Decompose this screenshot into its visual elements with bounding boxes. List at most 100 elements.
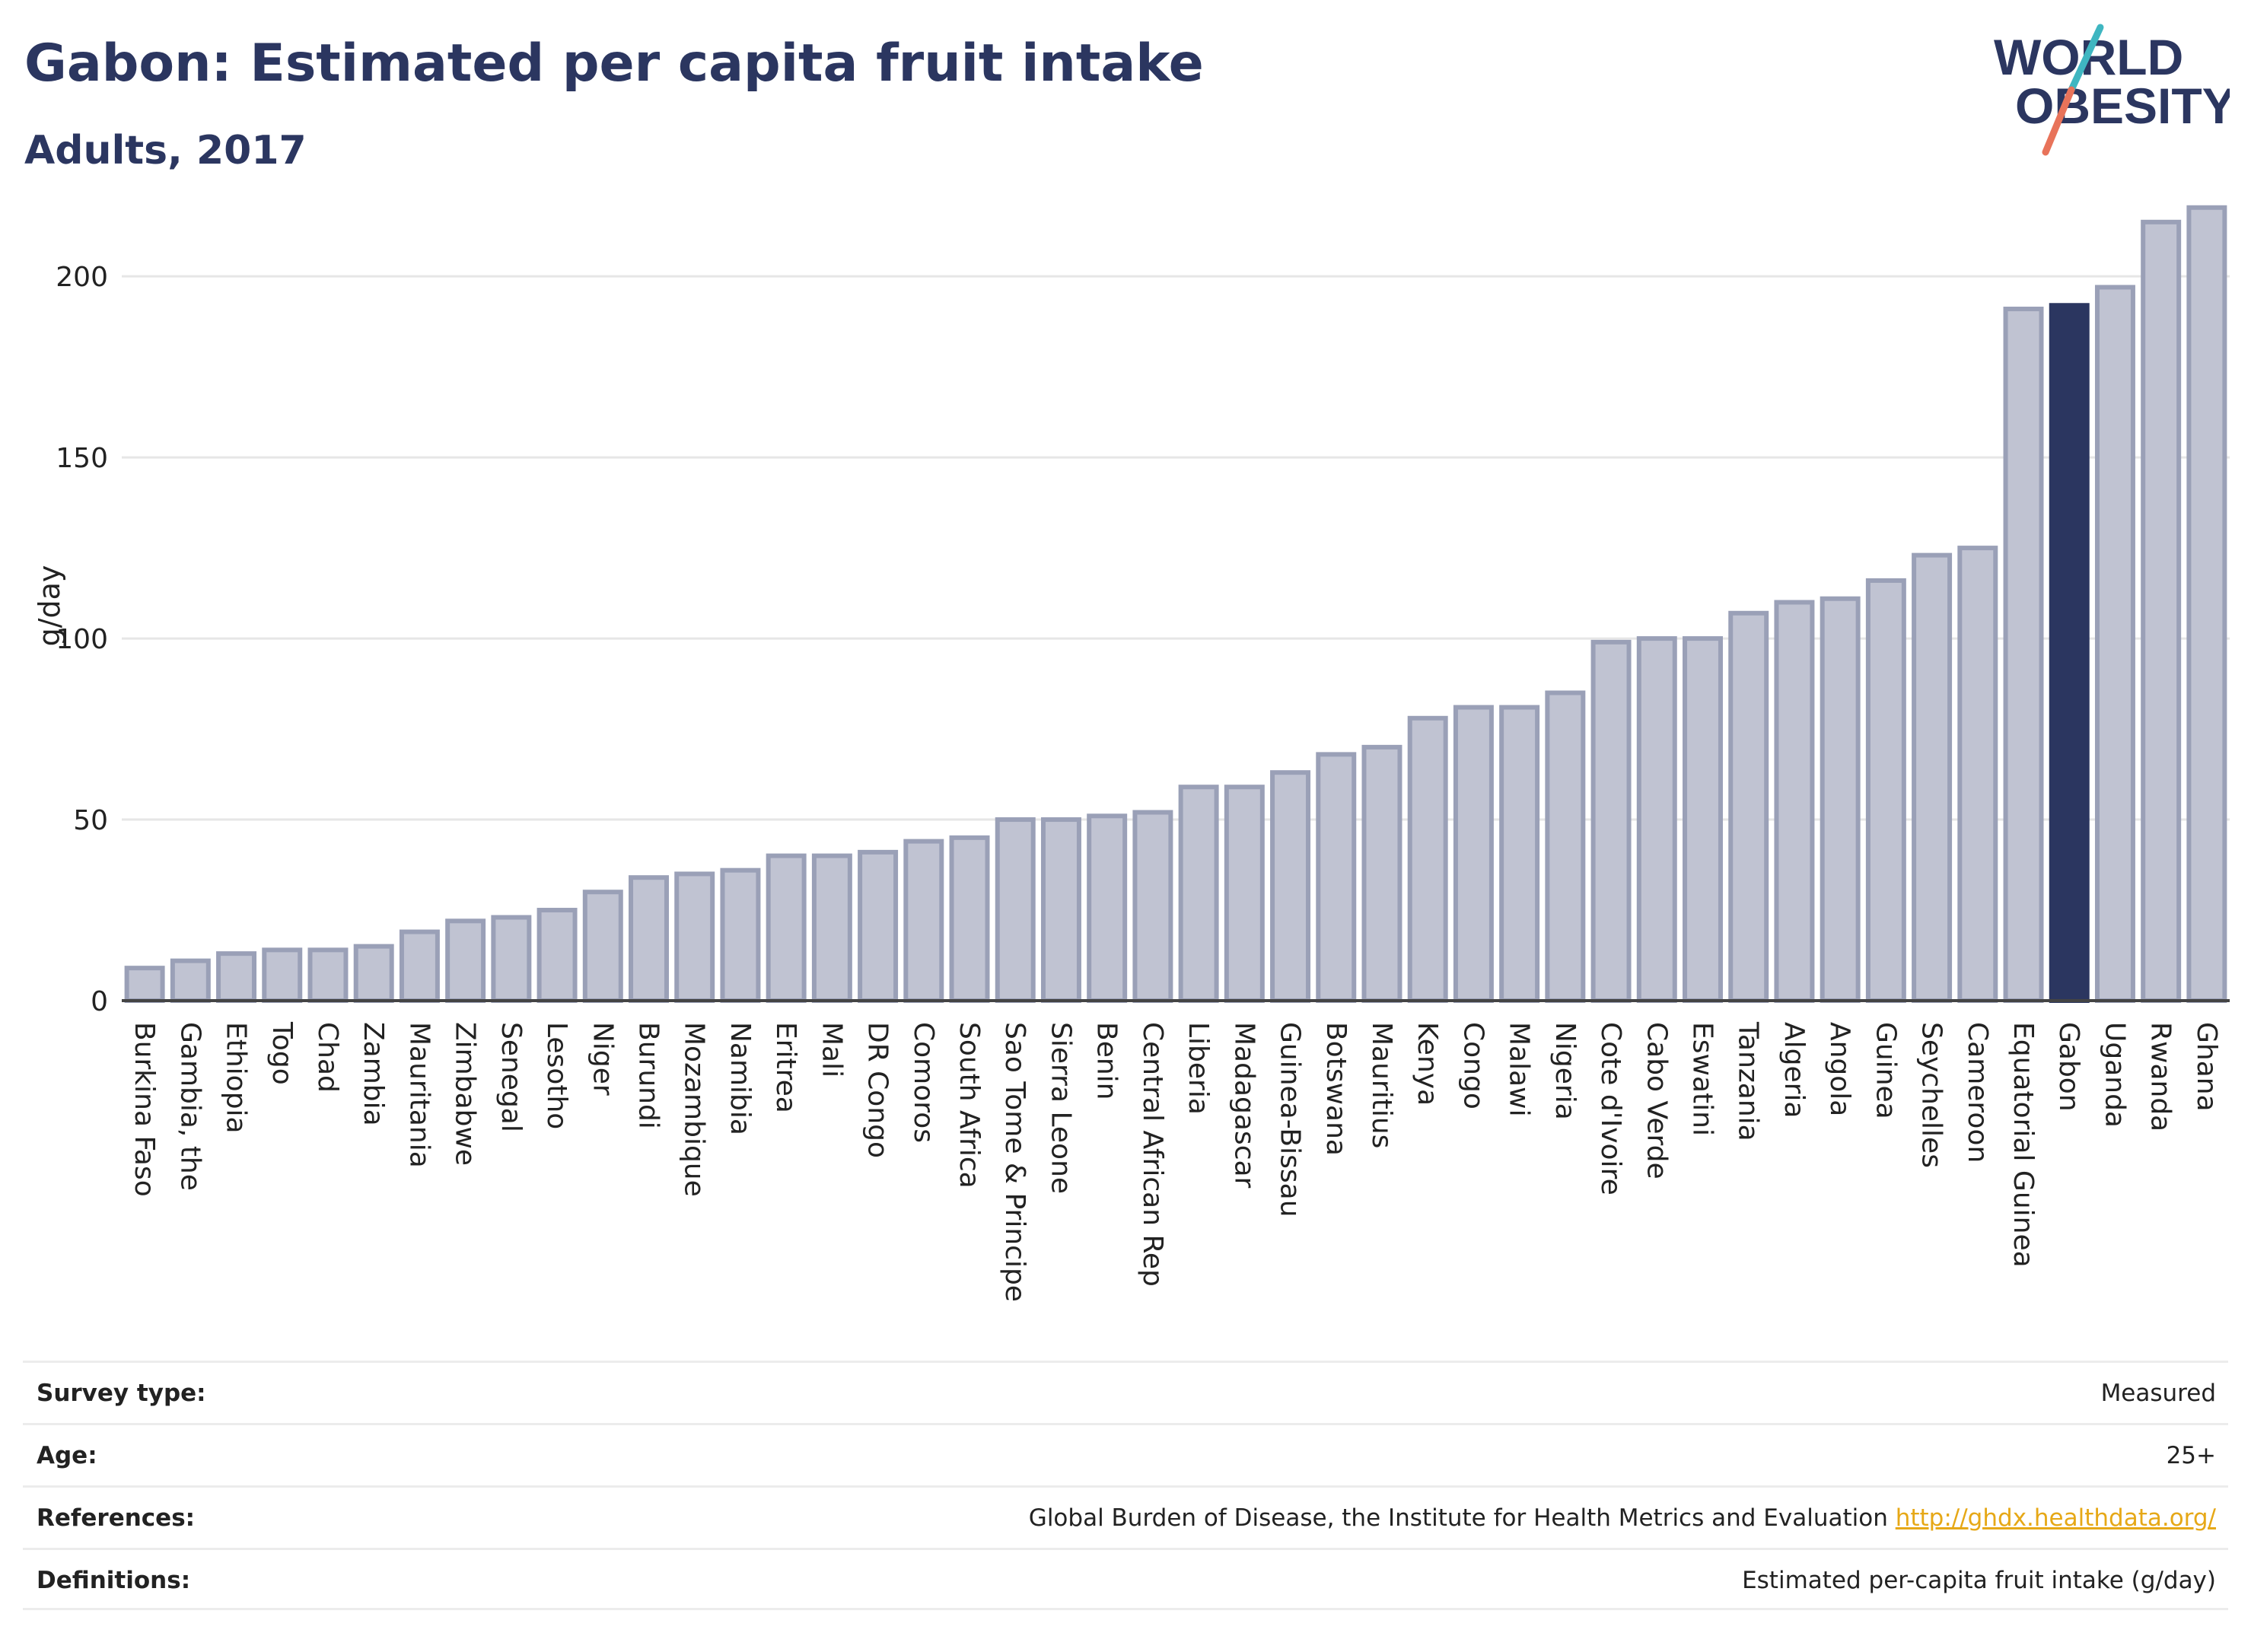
- bar-niger[interactable]: [582, 890, 623, 1004]
- logo-text-obesity: OBESITY: [2015, 78, 2230, 134]
- x-tick-label: Madagascar: [1228, 1022, 1259, 1189]
- bar-kenya[interactable]: [1407, 715, 1448, 1003]
- bar-eswatini[interactable]: [1683, 636, 1723, 1003]
- x-tick-label: Namibia: [724, 1022, 756, 1135]
- bar-sao-tome-principe[interactable]: [995, 817, 1036, 1003]
- definitions-label: Definitions:: [37, 1567, 191, 1594]
- references-link[interactable]: http://ghdx.healthdata.org/: [1895, 1504, 2216, 1532]
- bar-guinea[interactable]: [1865, 578, 1906, 1003]
- bar-mauritius[interactable]: [1361, 744, 1402, 1003]
- bar-comoros[interactable]: [903, 839, 944, 1003]
- world-obesity-logo: WORLD OBESITY: [1994, 24, 2230, 156]
- bar-tanzania[interactable]: [1728, 610, 1769, 1003]
- bar-chad[interactable]: [307, 947, 349, 1003]
- bar-uganda[interactable]: [2094, 285, 2135, 1003]
- x-tick-label: Central African Rep: [1137, 1022, 1168, 1287]
- x-tick-label: Sao Tome & Principe: [999, 1022, 1030, 1302]
- x-tick-label: Benin: [1091, 1022, 1122, 1100]
- x-tick-label: Niger: [587, 1022, 618, 1096]
- survey-type-value: Measured: [2100, 1380, 2216, 1407]
- bar-ethiopia[interactable]: [216, 951, 257, 1004]
- x-tick-label: Comoros: [908, 1022, 939, 1143]
- meta-row-references: References: Global Burden of Disease, th…: [23, 1485, 2228, 1548]
- bar-zimbabwe[interactable]: [445, 918, 486, 1004]
- x-tick-label: Guinea-Bissau: [1275, 1022, 1306, 1218]
- y-tick-label: 50: [73, 805, 108, 836]
- bar-madagascar[interactable]: [1224, 785, 1265, 1003]
- x-tick-label: Cameroon: [1962, 1022, 1993, 1163]
- x-tick-label: Uganda: [2099, 1022, 2130, 1128]
- bar-dr-congo[interactable]: [858, 849, 899, 1004]
- survey-type-label: Survey type:: [37, 1380, 206, 1407]
- bar-south-africa[interactable]: [949, 835, 990, 1004]
- x-tick-label: Gambia, the: [174, 1022, 205, 1191]
- bar-zambia[interactable]: [353, 944, 394, 1004]
- x-tick-label: Senegal: [495, 1022, 527, 1132]
- bar-burundi[interactable]: [629, 875, 669, 1004]
- bar-central-african-rep[interactable]: [1132, 810, 1173, 1003]
- x-tick-label: Botswana: [1320, 1022, 1352, 1156]
- x-tick-label: Mali: [816, 1022, 847, 1077]
- bar-algeria[interactable]: [1774, 600, 1815, 1003]
- x-axis-labels: Burkina Faso Gambia, the Ethiopia Togo Chad Z…: [129, 1021, 2222, 1302]
- y-tick-label: 0: [91, 986, 108, 1017]
- y-axis-title: g/day: [33, 565, 66, 647]
- bar-gabon[interactable]: [2049, 303, 2090, 1004]
- references-label: References:: [37, 1504, 196, 1532]
- x-tick-label: Malawi: [1504, 1022, 1535, 1117]
- bar-cote-d-ivoire[interactable]: [1590, 639, 1632, 1003]
- bar-angola[interactable]: [1820, 596, 1861, 1003]
- bar-namibia[interactable]: [720, 867, 761, 1003]
- chart-title: Gabon: Estimated per capita fruit intake: [24, 33, 1204, 94]
- bar-chart: 0 50 100 150 200 Burkina Faso Gambia, the Ethi…: [33, 205, 2230, 1302]
- bar-togo[interactable]: [262, 947, 303, 1003]
- x-tick-label: Togo: [266, 1021, 298, 1085]
- bar-congo[interactable]: [1453, 705, 1494, 1003]
- x-tick-label: Kenya: [1412, 1022, 1443, 1106]
- bar-mozambique[interactable]: [674, 871, 715, 1003]
- x-tick-label: Zambia: [358, 1022, 389, 1126]
- logo-slash-teal: [2068, 24, 2104, 94]
- x-tick-label: Angola: [1824, 1022, 1855, 1116]
- x-tick-label: Cabo Verde: [1641, 1022, 1672, 1179]
- x-tick-label: Burundi: [633, 1022, 664, 1129]
- bar-equatorial-guinea[interactable]: [2003, 307, 2044, 1004]
- references-text: Global Burden of Disease, the Institute …: [1028, 1504, 1888, 1532]
- x-tick-label: Sierra Leone: [1045, 1022, 1076, 1194]
- y-tick-label: 100: [56, 624, 108, 655]
- bar-ghana[interactable]: [2186, 205, 2227, 1004]
- x-tick-label: Rwanda: [2145, 1022, 2176, 1132]
- bar-cameroon[interactable]: [1957, 546, 1998, 1003]
- x-tick-label: Liberia: [1183, 1022, 1214, 1115]
- bar-malawi[interactable]: [1499, 705, 1540, 1003]
- bar-mauritania[interactable]: [399, 929, 440, 1003]
- y-axis-ticks: 0 50 100 150 200: [56, 262, 108, 1017]
- bar-sierra-leone[interactable]: [1040, 817, 1081, 1003]
- references-value: Global Burden of Disease, the Institute …: [1029, 1504, 2216, 1532]
- bar-burkina-faso[interactable]: [124, 966, 165, 1004]
- x-tick-label: Ethiopia: [221, 1022, 252, 1134]
- y-tick-label: 200: [56, 262, 108, 293]
- bar-senegal[interactable]: [491, 915, 532, 1003]
- bar-gambia-the[interactable]: [170, 958, 211, 1004]
- bar-benin[interactable]: [1087, 813, 1128, 1004]
- x-tick-label: Cote d'Ivoire: [1595, 1022, 1626, 1195]
- bar-rwanda[interactable]: [2141, 219, 2182, 1003]
- age-value: 25+: [2166, 1442, 2216, 1469]
- bar-mali[interactable]: [811, 853, 852, 1003]
- meta-row-age: Age: 25+: [23, 1423, 2228, 1485]
- x-tick-label: Lesotho: [541, 1022, 572, 1129]
- bar-eritrea[interactable]: [766, 853, 807, 1003]
- bar-liberia[interactable]: [1178, 785, 1219, 1003]
- bar-lesotho[interactable]: [536, 908, 578, 1003]
- bar-nigeria[interactable]: [1545, 690, 1586, 1004]
- bar-seychelles[interactable]: [1912, 552, 1953, 1003]
- bar-cabo-verde[interactable]: [1636, 636, 1677, 1003]
- definitions-value: Estimated per-capita fruit intake (g/day…: [1742, 1567, 2216, 1594]
- x-tick-label: Tanzania: [1733, 1021, 1764, 1141]
- x-tick-label: Chad: [312, 1022, 343, 1093]
- meta-row-survey-type: Survey type: Measured: [23, 1361, 2228, 1423]
- bar-botswana[interactable]: [1316, 752, 1357, 1004]
- bar-guinea-bissau[interactable]: [1270, 770, 1311, 1003]
- logo-slash-coral: [2042, 86, 2075, 156]
